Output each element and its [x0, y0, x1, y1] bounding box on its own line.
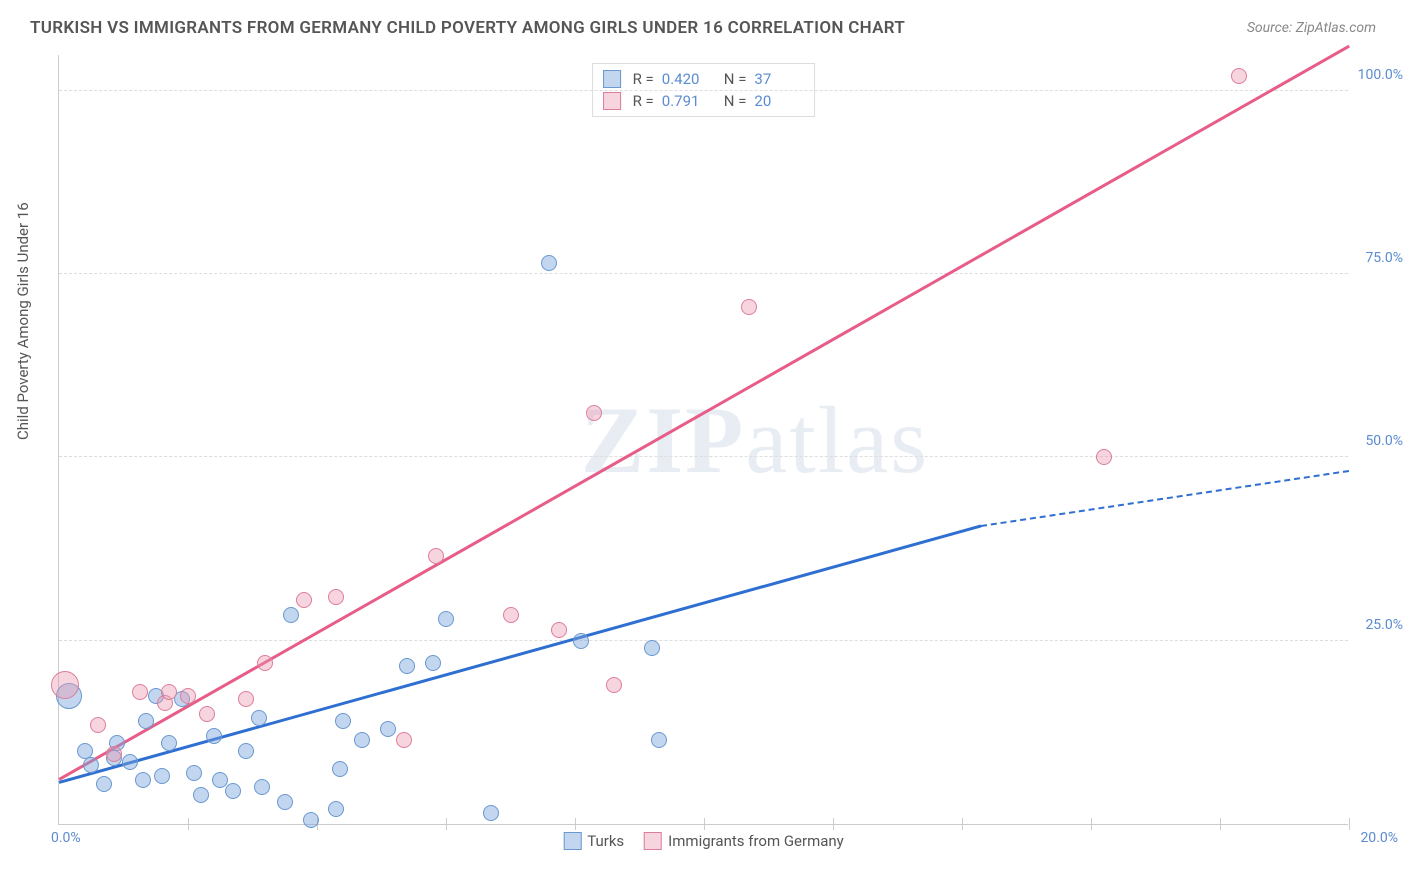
- legend-swatch-turks: [563, 832, 581, 850]
- data-point: [380, 721, 396, 737]
- data-point: [396, 732, 412, 748]
- x-tick: [1349, 818, 1350, 830]
- stats-row-turks: R = 0.420 N = 37: [603, 68, 805, 90]
- chart-title: TURKISH VS IMMIGRANTS FROM GERMANY CHILD…: [30, 18, 905, 38]
- x-tick: [446, 818, 447, 830]
- swatch-germany: [603, 92, 621, 110]
- correlation-chart: TURKISH VS IMMIGRANTS FROM GERMANY CHILD…: [0, 0, 1406, 892]
- stats-row-germany: R = 0.791 N = 20: [603, 90, 805, 112]
- plot-area: ZIPatlas R = 0.420 N = 37 R = 0.791 N = …: [58, 55, 1348, 825]
- data-point: [138, 713, 154, 729]
- regression-line: [59, 525, 982, 784]
- x-axis-end: 20.0%: [1360, 830, 1398, 846]
- n-value-germany: 20: [754, 92, 804, 110]
- regression-line: [58, 44, 1349, 780]
- data-point: [741, 299, 757, 315]
- data-point: [503, 607, 519, 623]
- data-point: [606, 677, 622, 693]
- series-legend: Turks Immigrants from Germany: [563, 832, 844, 850]
- data-point: [135, 772, 151, 788]
- data-point: [186, 765, 202, 781]
- data-point: [51, 671, 79, 699]
- x-axis-origin: 0.0%: [51, 830, 81, 846]
- r-value-germany: 0.791: [662, 92, 712, 110]
- source-attribution: Source: ZipAtlas.com: [1247, 20, 1376, 36]
- data-point: [573, 633, 589, 649]
- data-point: [651, 732, 667, 748]
- data-point: [161, 735, 177, 751]
- r-value-turks: 0.420: [662, 70, 712, 88]
- data-point: [551, 622, 567, 638]
- legend-item-germany: Immigrants from Germany: [644, 832, 844, 850]
- data-point: [303, 812, 319, 828]
- data-point: [106, 746, 122, 762]
- y-axis-label: Child Poverty Among Girls Under 16: [14, 202, 32, 440]
- swatch-turks: [603, 70, 621, 88]
- data-point: [277, 794, 293, 810]
- data-point: [425, 655, 441, 671]
- legend-item-turks: Turks: [563, 832, 624, 850]
- data-point: [644, 640, 660, 656]
- data-point: [199, 706, 215, 722]
- watermark: ZIPatlas: [581, 385, 929, 495]
- gridline-h: [59, 90, 1348, 91]
- legend-label-turks: Turks: [587, 832, 624, 850]
- data-point: [332, 761, 348, 777]
- data-point: [438, 611, 454, 627]
- x-tick: [833, 818, 834, 830]
- data-point: [254, 779, 270, 795]
- data-point: [399, 658, 415, 674]
- data-point: [193, 787, 209, 803]
- data-point: [328, 801, 344, 817]
- y-tick-label: 25.0%: [1365, 617, 1403, 633]
- gridline-h: [59, 640, 1348, 641]
- x-tick: [1220, 818, 1221, 830]
- x-tick: [704, 818, 705, 830]
- legend-label-germany: Immigrants from Germany: [668, 832, 844, 850]
- data-point: [541, 255, 557, 271]
- regression-line: [981, 470, 1349, 527]
- data-point: [77, 743, 93, 759]
- data-point: [283, 607, 299, 623]
- y-tick-label: 50.0%: [1365, 433, 1403, 449]
- data-point: [96, 776, 112, 792]
- x-tick: [1091, 818, 1092, 830]
- y-tick-label: 75.0%: [1365, 250, 1403, 266]
- data-point: [122, 754, 138, 770]
- data-point: [1096, 449, 1112, 465]
- data-point: [586, 405, 602, 421]
- data-point: [328, 589, 344, 605]
- y-tick-label: 100.0%: [1358, 67, 1403, 83]
- data-point: [251, 710, 267, 726]
- legend-swatch-germany: [644, 832, 662, 850]
- data-point: [238, 691, 254, 707]
- data-point: [428, 548, 444, 564]
- gridline-h: [59, 273, 1348, 274]
- data-point: [354, 732, 370, 748]
- data-point: [335, 713, 351, 729]
- data-point: [90, 717, 106, 733]
- gridline-h: [59, 456, 1348, 457]
- x-tick: [188, 818, 189, 830]
- data-point: [180, 688, 196, 704]
- data-point: [206, 728, 222, 744]
- data-point: [257, 655, 273, 671]
- data-point: [132, 684, 148, 700]
- data-point: [161, 684, 177, 700]
- data-point: [225, 783, 241, 799]
- n-value-turks: 37: [754, 70, 804, 88]
- x-tick: [575, 818, 576, 830]
- data-point: [483, 805, 499, 821]
- data-point: [296, 592, 312, 608]
- data-point: [154, 768, 170, 784]
- data-point: [238, 743, 254, 759]
- data-point: [83, 757, 99, 773]
- x-tick: [962, 818, 963, 830]
- data-point: [1231, 68, 1247, 84]
